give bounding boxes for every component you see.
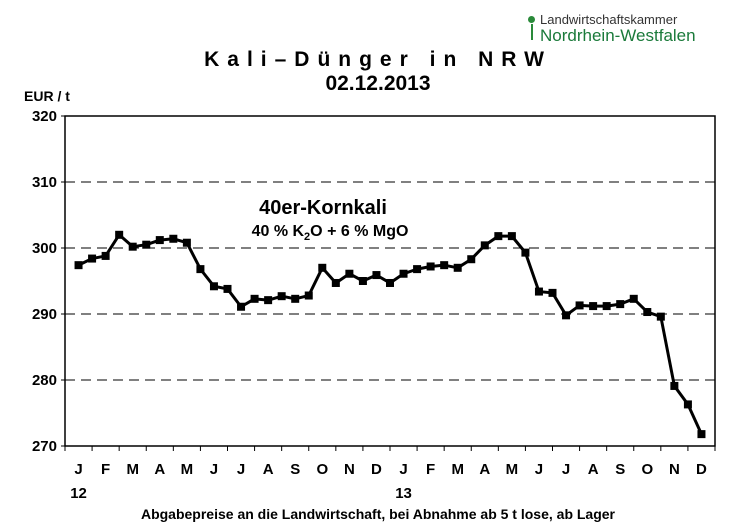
y-tick-label: 290 bbox=[32, 306, 57, 323]
x-tick-label: J bbox=[74, 461, 82, 478]
x-year-label: 12 bbox=[70, 485, 87, 502]
data-point bbox=[507, 232, 516, 241]
data-point bbox=[196, 265, 205, 274]
data-point bbox=[74, 261, 83, 270]
x-tick-label: A bbox=[588, 461, 599, 478]
data-point bbox=[562, 311, 571, 320]
chart-subtitle: 02.12.2013 bbox=[325, 72, 431, 95]
x-axis-label: Abgabepreise an die Landwirtschaft, bei … bbox=[140, 506, 616, 522]
x-tick-label: A bbox=[263, 461, 274, 478]
data-point bbox=[386, 278, 394, 287]
data-point bbox=[155, 236, 164, 245]
data-point bbox=[345, 269, 354, 278]
data-point bbox=[548, 288, 557, 297]
data-point bbox=[480, 241, 489, 250]
logo-text-line2: Nordrhein-Westfalen bbox=[540, 26, 696, 45]
data-point bbox=[304, 291, 313, 300]
y-axis-label: EUR / t bbox=[24, 88, 70, 104]
data-point bbox=[413, 265, 422, 274]
logo-mark bbox=[528, 16, 535, 23]
x-tick-label: S bbox=[290, 461, 300, 478]
x-tick-label: M bbox=[126, 461, 139, 478]
data-point bbox=[643, 308, 652, 317]
x-tick-label: M bbox=[506, 461, 519, 478]
x-tick-label: N bbox=[344, 461, 355, 478]
data-point bbox=[331, 278, 340, 287]
data-point bbox=[182, 238, 191, 247]
data-point bbox=[589, 302, 598, 311]
data-point bbox=[318, 263, 327, 272]
data-point bbox=[521, 248, 530, 257]
logo-mark-stem bbox=[531, 24, 533, 40]
data-point bbox=[291, 294, 300, 303]
data-point bbox=[575, 301, 584, 310]
data-point bbox=[128, 242, 137, 251]
x-tick-label: J bbox=[237, 461, 245, 478]
x-tick-label: F bbox=[101, 461, 110, 478]
data-point bbox=[629, 294, 638, 303]
x-tick-label: F bbox=[426, 461, 435, 478]
x-year-label: 13 bbox=[395, 485, 412, 502]
x-tick-label: O bbox=[316, 461, 328, 478]
data-point bbox=[440, 261, 449, 270]
data-point bbox=[670, 381, 679, 390]
chart-title: Kali–Dünger in NRW bbox=[204, 48, 552, 71]
x-tick-label: N bbox=[669, 461, 680, 478]
annotation-subtitle: 40 % K2O + 6 % MgO bbox=[252, 223, 409, 243]
data-point bbox=[656, 312, 665, 321]
series-line bbox=[77, 233, 703, 435]
data-point bbox=[467, 255, 476, 264]
annotation-title: 40er-Kornkali bbox=[259, 197, 387, 219]
data-point bbox=[169, 234, 178, 243]
y-tick-label: 310 bbox=[32, 174, 57, 191]
y-tick-label: 320 bbox=[32, 108, 57, 125]
x-tick-label: M bbox=[181, 461, 194, 478]
data-point bbox=[372, 271, 381, 280]
x-tick-label: S bbox=[615, 461, 625, 478]
data-point bbox=[101, 251, 110, 260]
data-point bbox=[399, 269, 408, 278]
data-point bbox=[602, 302, 611, 311]
data-point bbox=[277, 292, 286, 301]
data-point bbox=[494, 232, 503, 241]
data-point bbox=[223, 284, 232, 293]
data-point bbox=[250, 294, 259, 303]
y-tick-label: 270 bbox=[32, 438, 57, 455]
data-point bbox=[453, 263, 462, 272]
data-point bbox=[697, 430, 706, 439]
data-point bbox=[534, 287, 543, 296]
data-point bbox=[88, 254, 97, 263]
data-point bbox=[115, 230, 124, 239]
data-point bbox=[209, 282, 218, 291]
y-tick-label: 300 bbox=[32, 240, 57, 257]
x-tick-label: J bbox=[399, 461, 407, 478]
y-tick-label: 280 bbox=[32, 372, 57, 389]
data-point bbox=[264, 296, 273, 305]
data-point bbox=[358, 277, 367, 285]
x-tick-label: J bbox=[562, 461, 570, 478]
data-point bbox=[237, 302, 246, 311]
data-point bbox=[683, 400, 692, 409]
x-tick-label: J bbox=[535, 461, 543, 478]
data-point bbox=[426, 262, 435, 271]
x-tick-label: D bbox=[371, 461, 382, 478]
x-tick-label: M bbox=[451, 461, 464, 478]
x-tick-label: O bbox=[641, 461, 653, 478]
data-point bbox=[616, 300, 625, 309]
x-tick-label: A bbox=[154, 461, 165, 478]
x-tick-label: A bbox=[479, 461, 490, 478]
x-tick-label: D bbox=[696, 461, 707, 478]
data-point bbox=[142, 240, 151, 249]
x-tick-label: J bbox=[210, 461, 218, 478]
logo-text-line1: Landwirtschaftskammer bbox=[540, 12, 678, 27]
